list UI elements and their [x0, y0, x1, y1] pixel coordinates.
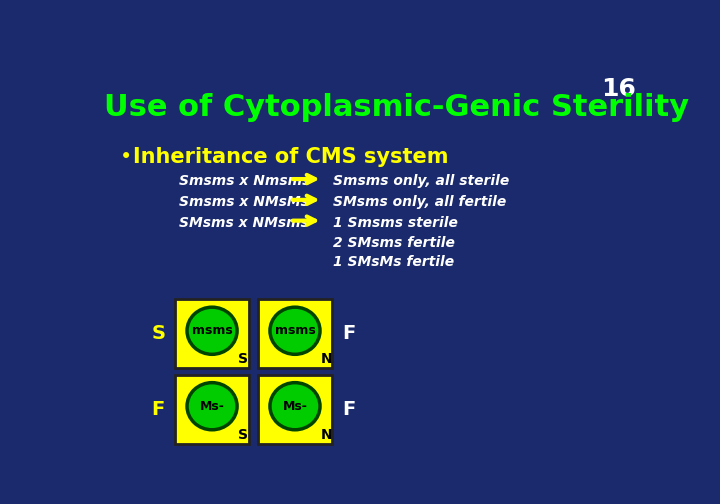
Text: msms: msms	[274, 324, 315, 337]
Text: Smsms x Nmsms: Smsms x Nmsms	[179, 174, 310, 188]
Text: Inheritance of CMS system: Inheritance of CMS system	[132, 147, 448, 167]
Text: msms: msms	[192, 324, 233, 337]
Text: S: S	[238, 427, 248, 442]
Text: •: •	[120, 147, 132, 167]
Text: Use of Cytoplasmic-Genic Sterility: Use of Cytoplasmic-Genic Sterility	[104, 93, 689, 122]
Text: F: F	[152, 400, 165, 419]
Text: 1 Smsms sterile: 1 Smsms sterile	[333, 216, 457, 230]
Text: 2 SMsms fertile: 2 SMsms fertile	[333, 236, 454, 250]
Ellipse shape	[187, 307, 237, 354]
Ellipse shape	[270, 383, 320, 430]
Bar	[175, 299, 249, 368]
Text: Smsms x NMsMs: Smsms x NMsMs	[179, 195, 309, 209]
Bar	[258, 299, 332, 368]
Ellipse shape	[270, 307, 320, 354]
Text: SMsms only, all fertile: SMsms only, all fertile	[333, 195, 506, 209]
Text: S: S	[151, 325, 165, 343]
Text: 1 SMsMs fertile: 1 SMsMs fertile	[333, 255, 454, 269]
Text: N: N	[320, 352, 332, 366]
Text: F: F	[342, 400, 356, 419]
Text: Ms-: Ms-	[282, 400, 307, 413]
Text: F: F	[342, 325, 356, 343]
Bar	[175, 374, 249, 444]
Text: N: N	[320, 427, 332, 442]
Bar	[258, 374, 332, 444]
Text: Smsms only, all sterile: Smsms only, all sterile	[333, 174, 509, 188]
Ellipse shape	[187, 383, 237, 430]
Text: S: S	[238, 352, 248, 366]
Text: SMsms x NMsms: SMsms x NMsms	[179, 216, 309, 230]
Text: 16: 16	[601, 78, 636, 101]
Text: Ms-: Ms-	[199, 400, 225, 413]
